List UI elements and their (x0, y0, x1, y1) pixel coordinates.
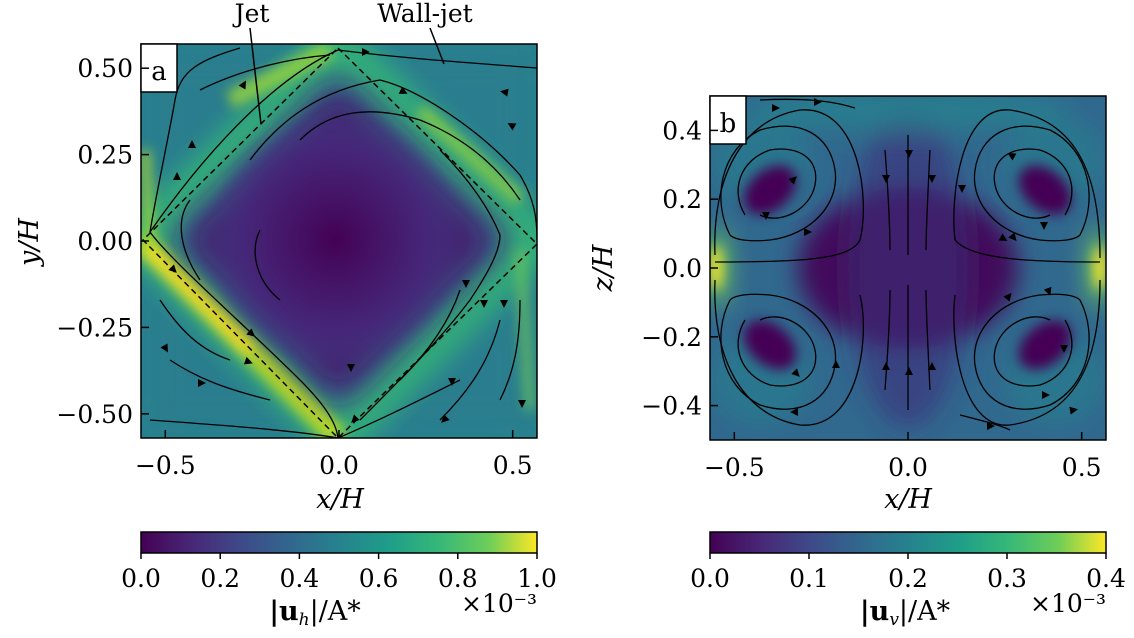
panel-b-colorbar-ticks: 0.0 0.1 0.2 0.3 0.4 (690, 553, 1126, 593)
panel-a-y-tick-label: 0.00 (77, 227, 133, 256)
panel-b-x-tick-label: 0.5 (1062, 453, 1102, 482)
panel-a-x-tick-label: 0.5 (493, 451, 533, 480)
panel-a-streamlines (149, 47, 537, 438)
panel-a-y-tick-label: 0.50 (77, 54, 133, 83)
panel-a-axes: −0.5 0.0 0.5 0.50 0.25 0.00 −0.25 −0.50 (56, 54, 532, 480)
panel-b-colorbar (709, 531, 1107, 554)
jet-annotation: Jet (232, 0, 270, 28)
panel-a-y-axis-label: y/H (14, 218, 45, 267)
panel-b-colorbar-tick-label: 0.4 (1086, 564, 1126, 593)
panel-b-y-axis-label: z/H (588, 244, 619, 292)
panel-b-x-tick-label: 0.0 (888, 453, 928, 482)
panel-b-y-tick-label: −0.4 (641, 392, 702, 421)
panel-a-colorbar-label: |uh|/A* (269, 596, 361, 630)
panel-a-x-axis-label: x/H (316, 484, 364, 515)
panel-a-stream-arrows (160, 48, 526, 423)
panel-b-y-tick-label: 0.0 (662, 254, 702, 283)
panel-a-y-tick-label: −0.25 (56, 313, 133, 342)
panel-b-y-tick-label: −0.2 (641, 323, 702, 352)
panel-a-y-tick-label: −0.50 (56, 400, 133, 429)
panel-b-y-tick-label: 0.2 (662, 185, 702, 214)
panel-b-axes: −0.5 0.0 0.5 0.4 0.2 0.0 −0.2 −0.4 (641, 116, 1101, 482)
panel-a-x-tick-label: 0.0 (319, 451, 359, 480)
panel-a-label: a (151, 57, 167, 87)
panel-a-colorbar-tick-label: 0.8 (438, 564, 478, 593)
panel-b-x-tick-label: −0.5 (704, 453, 765, 482)
panel-b-colorbar-scale: ×10⁻³ (1030, 589, 1106, 618)
panel-a-heatmap (141, 44, 537, 438)
panel-a-x-tick-label: −0.5 (135, 451, 196, 480)
panel-a-colorbar-tick-label: 0.4 (280, 564, 320, 593)
panel-a-colorbar-tick-label: 0.6 (359, 564, 399, 593)
panel-b-label: b (720, 109, 737, 139)
jet-annotation-line (249, 27, 262, 125)
panel-b-colorbar-tick-label: 0.1 (789, 564, 829, 593)
panel-b-colorbar-tick-label: 0.2 (888, 564, 928, 593)
wall-jet-annotation-line (429, 27, 445, 65)
panel-a-y-tick-label: 0.25 (77, 141, 133, 170)
panel-b-y-tick-label: 0.4 (662, 116, 702, 145)
panel-b-colorbar-label: |uv|/A* (860, 596, 951, 630)
panel-a-colorbar-tick-label: 0.2 (200, 564, 240, 593)
panel-b-x-axis-label: x/H (884, 484, 932, 515)
panel-b-colorbar-tick-label: 0.3 (987, 564, 1027, 593)
panel-b-colorbar-tick-label: 0.0 (690, 564, 730, 593)
panel-b-label-box (709, 95, 747, 145)
panel-b-stream-arrows (762, 98, 1078, 430)
panel-a: a Jet Wall-jet −0.5 0.0 0.50.500.250.00−0.… (14, 0, 557, 630)
panel-b-streamlines (714, 98, 1101, 431)
panel-a-colorbar (140, 531, 538, 554)
wall-jet-annotation: Wall-jet (377, 0, 472, 28)
panel-a-colorbar-scale: ×10⁻³ (461, 589, 537, 618)
panel-a-colorbar-tick-label: 1.0 (517, 564, 557, 593)
panel-b: b −0.5 0.0 0.5 0.4 0.2 0.0 −0.2 −0.4 x/H z/H 0.… (588, 95, 1126, 630)
panel-a-colorbar-ticks: 0.0 0.2 0.4 0.6 0.8 1.0 (121, 553, 557, 593)
panel-a-colorbar-tick-label: 0.0 (121, 564, 161, 593)
